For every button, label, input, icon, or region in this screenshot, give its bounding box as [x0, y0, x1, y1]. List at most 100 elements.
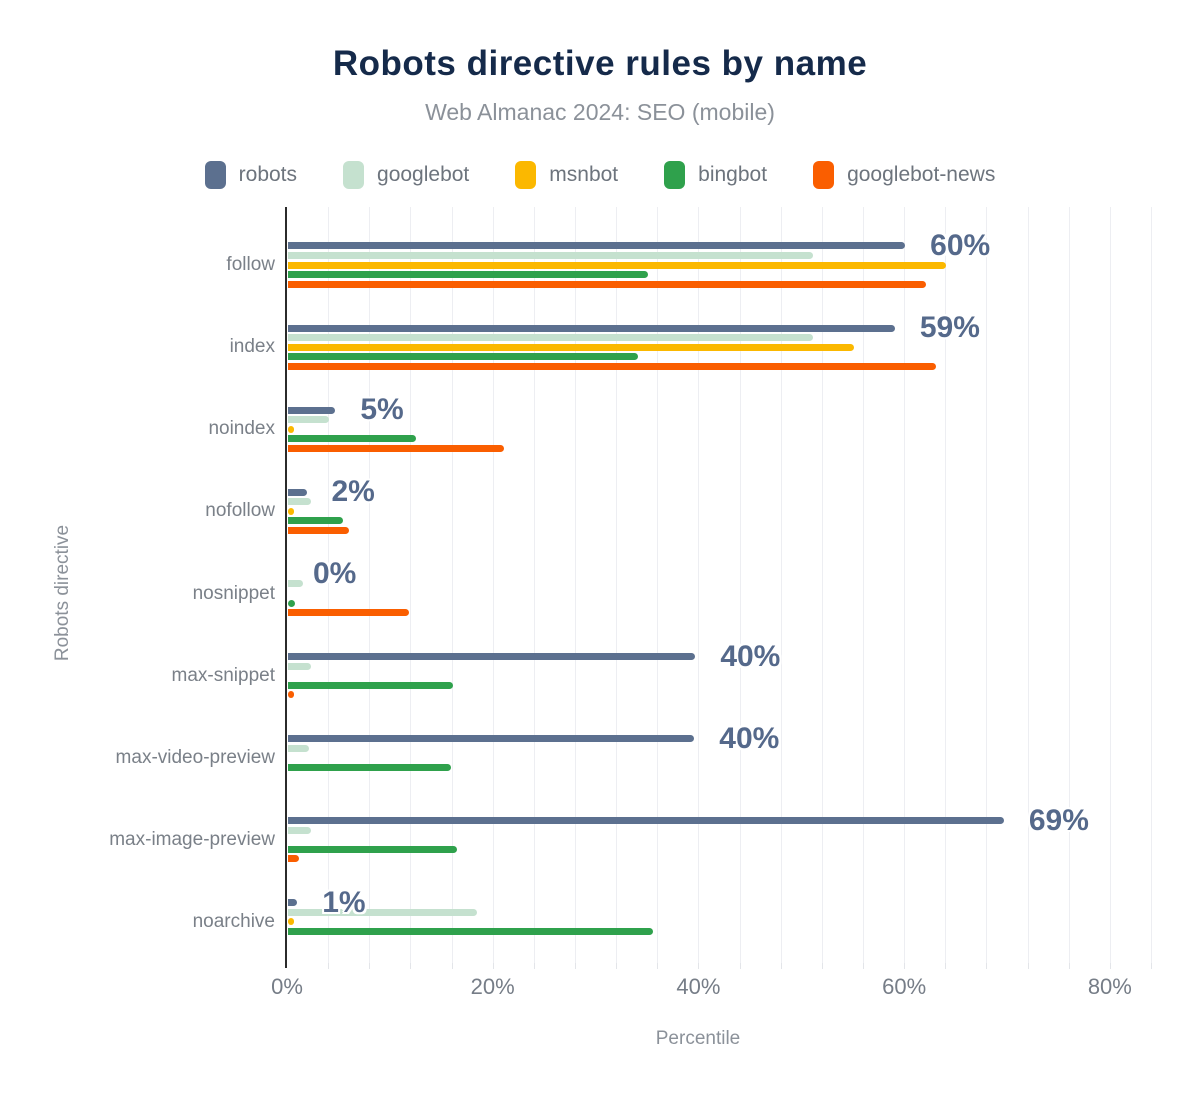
- gridline: [1151, 207, 1152, 963]
- value-label-max-image-preview: 69%: [1028, 803, 1089, 837]
- gridline: [410, 207, 412, 963]
- gridline: [698, 207, 700, 963]
- bar-index-googlebot: [288, 334, 813, 342]
- bingbot-swatch-icon: [664, 161, 686, 189]
- bar-noarchive-msnbot: [288, 918, 294, 926]
- bar-index-bingbot: [288, 353, 638, 361]
- x-axis-title: Percentile: [655, 1028, 741, 1049]
- bar-nofollow-googlebot: [288, 498, 311, 506]
- axis-tickmark: [863, 963, 864, 969]
- x-tick-label-40: 40%: [676, 974, 721, 999]
- axis-tickmark: [1027, 963, 1029, 969]
- axis-tickmark: [945, 963, 947, 969]
- gridline: [533, 207, 535, 963]
- bar-max-snippet-robots: [288, 653, 696, 660]
- bar-nofollow-bingbot: [288, 517, 343, 525]
- legend: robots googlebot msnbot bingbot googlebot-ne…: [0, 161, 1200, 189]
- x-tick-label-80: 80%: [1087, 974, 1132, 999]
- value-label-noindex: 5%: [360, 393, 404, 427]
- gridline: [575, 207, 576, 963]
- bar-index-robots: [288, 324, 895, 332]
- gridline: [492, 207, 494, 963]
- bar-noindex-robots: [288, 406, 336, 414]
- axis-tickmark: [821, 963, 823, 969]
- gridline: [904, 207, 906, 963]
- value-label-max-video-preview: 40%: [719, 721, 780, 755]
- value-label-nofollow: 2%: [331, 475, 375, 509]
- legend-label-bingbot: bingbot: [698, 163, 768, 186]
- googlebot-news-swatch-icon: [813, 161, 835, 189]
- gridline: [945, 207, 947, 963]
- legend-label-robots: robots: [238, 163, 298, 186]
- value-label-nosnippet: 0%: [313, 557, 357, 591]
- bar-max-image-preview-robots: [288, 817, 1004, 825]
- legend-label-googlebot: googlebot: [377, 163, 470, 186]
- category-label-max-snippet: max-snippet: [171, 664, 276, 686]
- gridline: [863, 207, 864, 963]
- x-tick-label-60: 60%: [882, 974, 927, 999]
- legend-item-robots[interactable]: robots: [204, 161, 298, 189]
- axis-tickmark: [698, 963, 700, 969]
- bar-max-image-preview-googlebot-news: [288, 855, 300, 863]
- bar-follow-bingbot: [288, 271, 648, 279]
- legend-item-googlebot[interactable]: googlebot: [343, 161, 469, 189]
- legend-item-msnbot[interactable]: msnbot: [515, 161, 618, 189]
- gridline: [780, 207, 782, 963]
- axis-tickmark: [657, 963, 659, 969]
- y-axis-line: [285, 207, 287, 968]
- msnbot-swatch-icon: [515, 161, 537, 189]
- axis-tickmark: [410, 963, 412, 969]
- bar-noindex-bingbot: [288, 435, 416, 443]
- bar-max-video-preview-robots: [288, 735, 695, 743]
- gridline: [1027, 207, 1029, 963]
- gridline: [821, 207, 823, 963]
- bar-max-snippet-googlebot: [288, 662, 311, 670]
- bar-follow-googlebot: [288, 252, 813, 259]
- bar-max-snippet-bingbot: [288, 681, 453, 689]
- bar-follow-googlebot-news: [288, 280, 926, 288]
- bar-nosnippet-googlebot-news: [288, 609, 410, 617]
- bar-noindex-googlebot: [288, 416, 330, 424]
- bar-noindex-googlebot-news: [288, 444, 504, 452]
- axis-tickmark: [575, 963, 576, 969]
- axis-tickmark: [1151, 963, 1152, 969]
- category-label-noarchive: noarchive: [192, 910, 275, 932]
- value-label-noarchive: 1%: [322, 885, 366, 919]
- gridline: [616, 207, 618, 963]
- value-label-index: 59%: [919, 311, 980, 345]
- bar-noarchive-googlebot: [288, 908, 478, 916]
- legend-item-bingbot[interactable]: bingbot: [664, 161, 767, 189]
- value-label-max-snippet: 40%: [720, 639, 781, 673]
- category-label-follow: follow: [226, 254, 275, 276]
- axis-tickmark: [1068, 963, 1070, 969]
- chart-title: Robots directive rules by name: [332, 44, 868, 83]
- bar-max-image-preview-googlebot: [288, 826, 311, 834]
- gridline: [1109, 207, 1111, 963]
- x-tick-label-0: 0%: [271, 974, 303, 999]
- axis-tickmark: [986, 963, 988, 969]
- bar-noarchive-bingbot: [288, 927, 654, 935]
- bar-noindex-msnbot: [288, 425, 294, 433]
- axis-tickmark: [369, 963, 371, 969]
- axis-tickmark: [328, 963, 330, 969]
- legend-label-msnbot: msnbot: [549, 163, 619, 186]
- axis-tickmark: [1109, 963, 1111, 969]
- category-label-noindex: noindex: [208, 418, 275, 440]
- legend-label-googlebot-news: googlebot-news: [847, 163, 996, 186]
- axis-tickmark: [451, 963, 453, 969]
- value-label-follow: 60%: [930, 228, 991, 262]
- bar-noarchive-robots: [288, 899, 298, 907]
- category-label-max-image-preview: max-image-preview: [109, 828, 275, 850]
- category-label-nosnippet: nosnippet: [192, 582, 275, 604]
- axis-tickmark: [780, 963, 782, 969]
- bar-max-video-preview-googlebot: [288, 744, 309, 752]
- category-label-nofollow: nofollow: [205, 500, 275, 522]
- legend-item-googlebot-news[interactable]: googlebot-news: [813, 161, 995, 189]
- axis-tickmark: [492, 963, 494, 969]
- gridline: [739, 207, 741, 963]
- axis-tickmark: [616, 963, 618, 969]
- category-label-max-video-preview: max-video-preview: [115, 746, 275, 768]
- bar-follow-robots: [288, 242, 906, 250]
- gridline: [986, 207, 988, 963]
